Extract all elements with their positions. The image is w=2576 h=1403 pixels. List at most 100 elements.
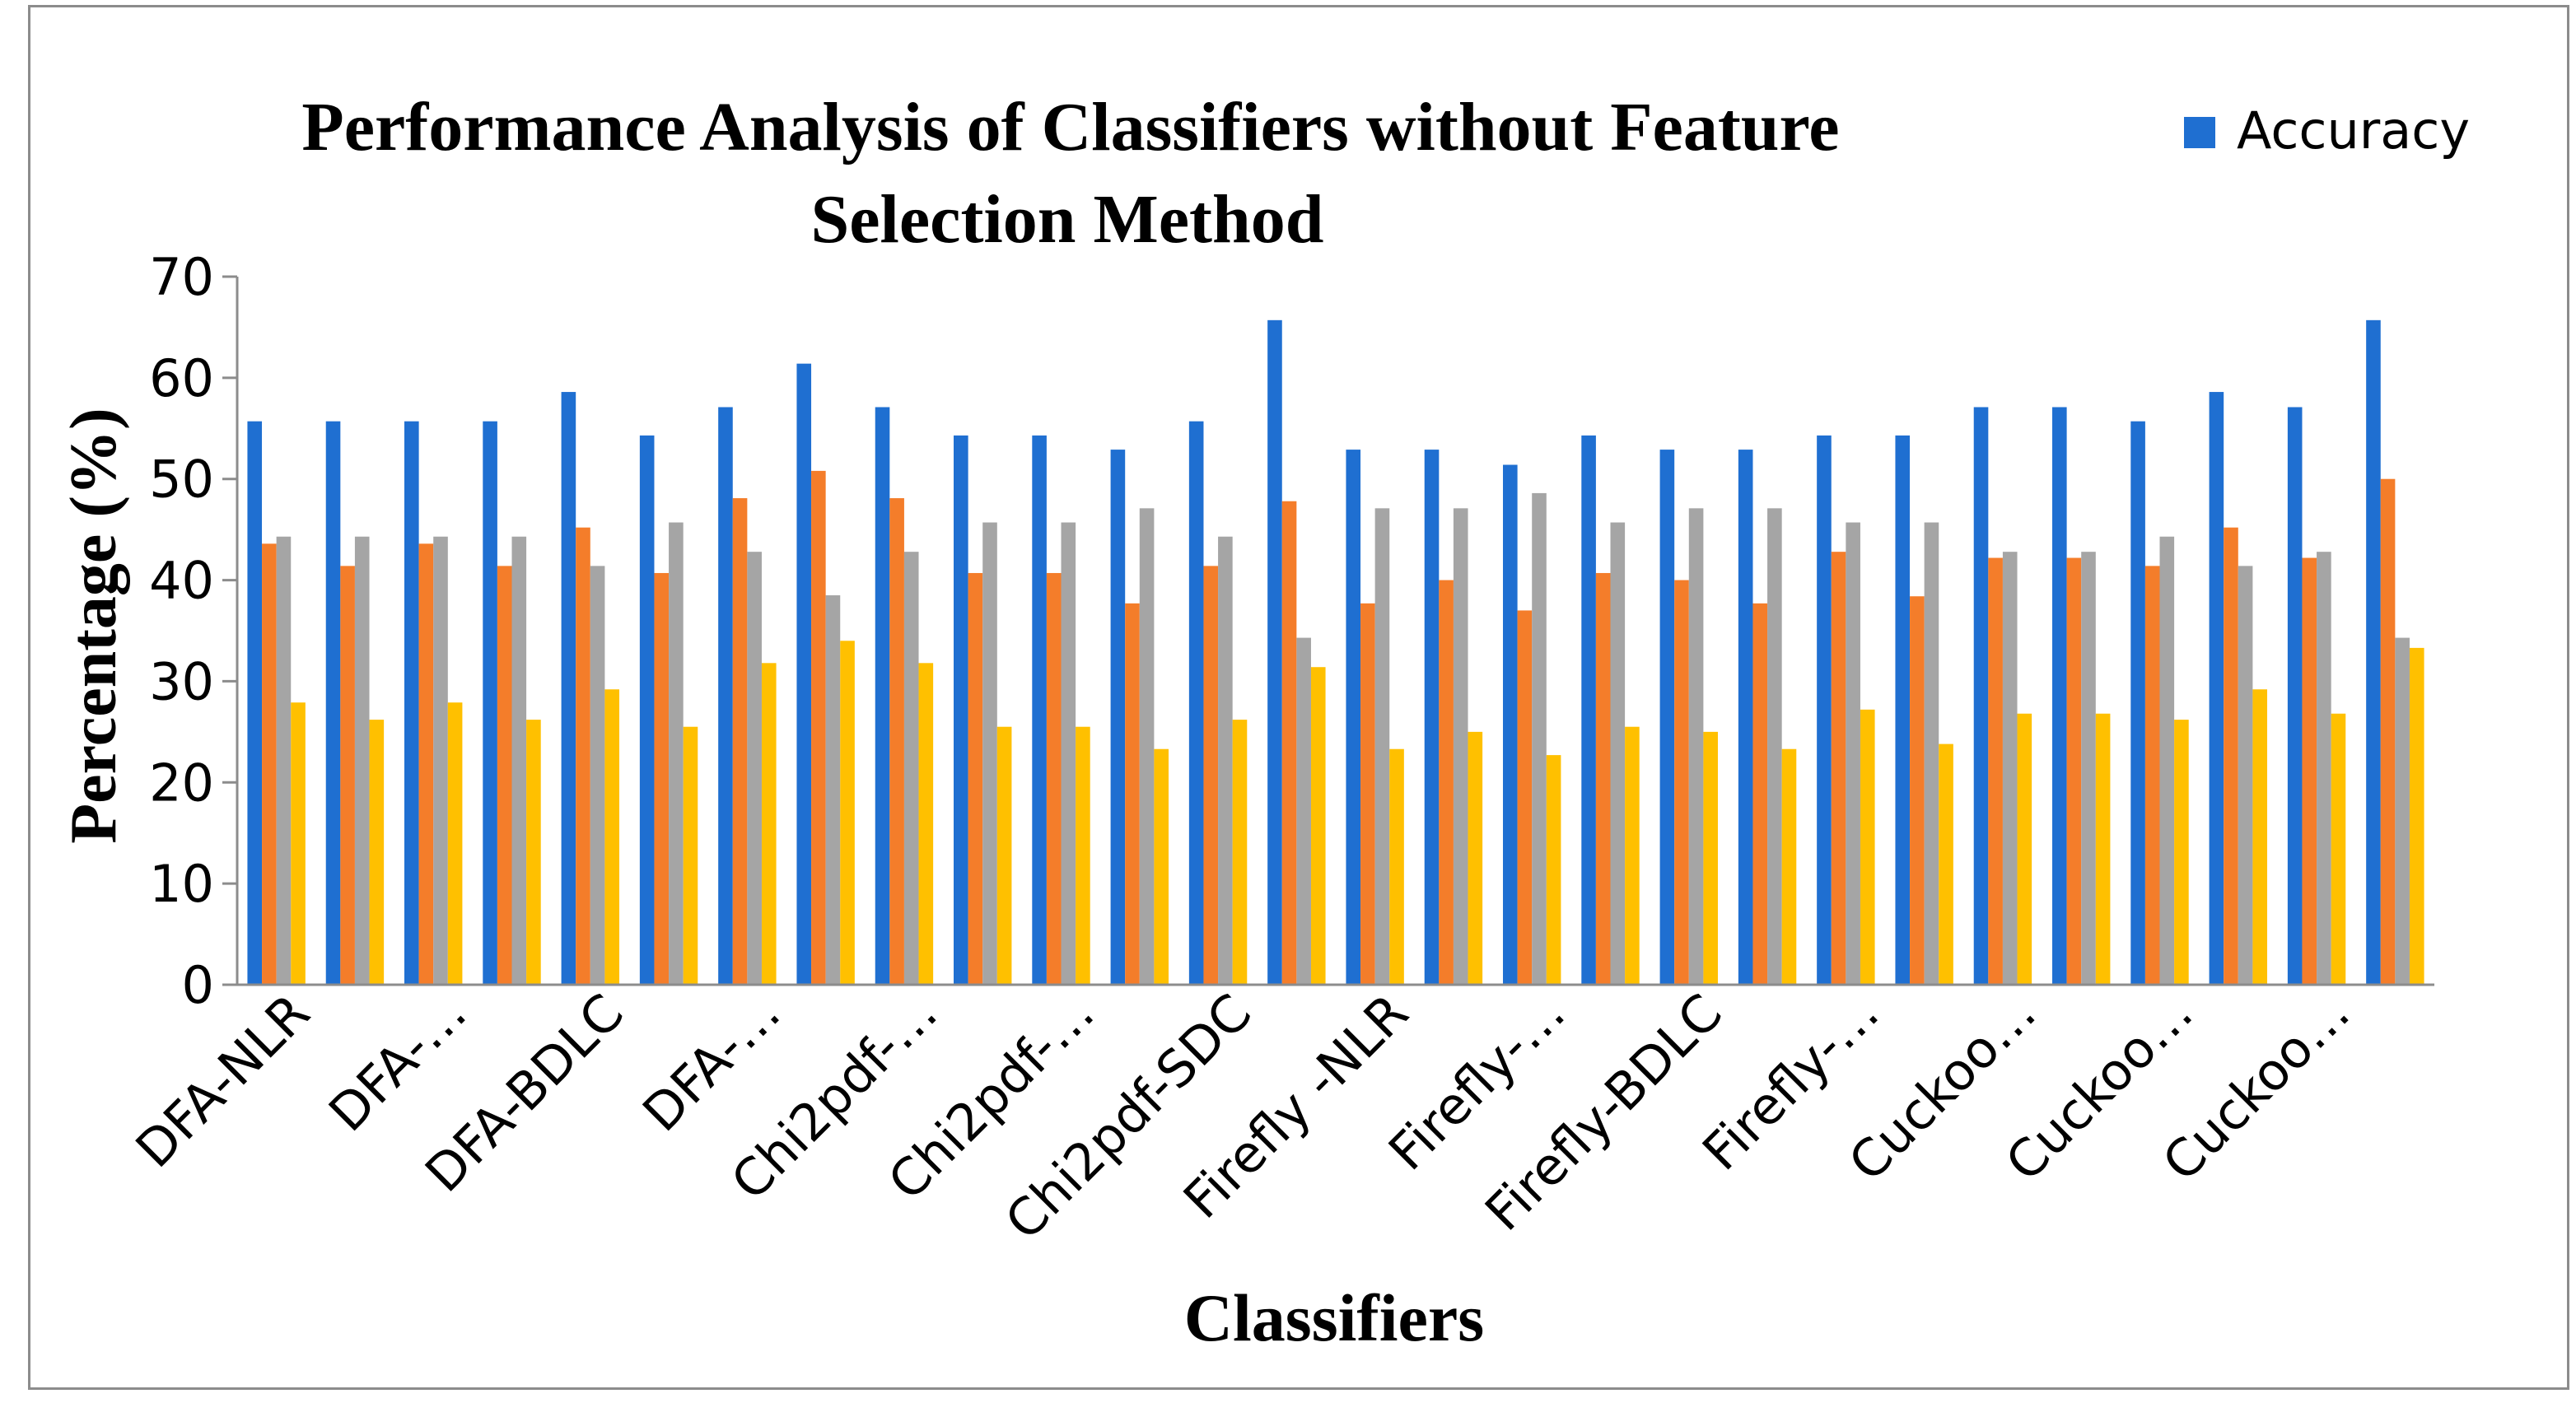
bar-series-3-category-19 (1688, 508, 1704, 985)
bar-series-3-category-5 (590, 566, 605, 985)
bar-series-3-category-7 (747, 552, 762, 985)
bar-series-4-category-16 (1468, 731, 1483, 985)
bar-series-4-category-23 (2017, 713, 2032, 985)
bar-series-3-category-27 (2317, 552, 2331, 985)
bar-series-1-category-22 (1895, 435, 1911, 985)
bar-series-3-category-9 (903, 552, 919, 985)
bar-series-1-category-8 (796, 363, 812, 985)
bar-series-3-category-22 (1924, 522, 1939, 985)
bar-series-1-category-28 (2366, 319, 2381, 986)
bar-series-3-category-23 (2002, 552, 2018, 985)
legend: Accuracy (2184, 100, 2470, 161)
bar-series-1-category-15 (1346, 450, 1361, 985)
y-tick-label: 50 (149, 450, 214, 510)
bar-series-1-category-9 (875, 407, 890, 985)
bar-series-4-category-4 (526, 720, 541, 985)
bar-series-2-category-27 (2302, 557, 2317, 985)
bar-series-4-category-19 (1703, 731, 1718, 985)
bar-series-2-category-28 (2380, 478, 2396, 985)
bar-series-3-category-6 (669, 522, 684, 985)
bar-series-4-category-2 (369, 720, 385, 985)
bar-series-2-category-17 (1517, 610, 1533, 985)
bar-series-3-category-20 (1767, 508, 1782, 985)
chart-title-line-2: Selection Method (811, 181, 1324, 258)
bar-series-1-category-2 (325, 421, 341, 985)
y-tick-label: 20 (149, 753, 214, 813)
bar-series-2-category-23 (1988, 557, 2003, 985)
bar-series-3-category-3 (433, 536, 448, 985)
bar-series-4-category-11 (1076, 726, 1090, 985)
bar-series-1-category-5 (561, 392, 576, 985)
x-tick-label: DFA-… (631, 982, 791, 1143)
bar-series-2-category-4 (497, 566, 512, 985)
y-tick-label: 40 (149, 551, 214, 611)
bar-series-1-category-13 (1188, 421, 1204, 985)
x-axis: DFA-NLRDFA-…DFA-BDLCDFA-…Chi2pdf-…Chi2pd… (124, 982, 2434, 1252)
bar-series-2-category-15 (1360, 603, 1375, 985)
bar-series-1-category-4 (483, 421, 497, 985)
y-tick-label: 70 (149, 247, 214, 307)
bar-series-3-category-24 (2081, 552, 2096, 985)
bar-series-1-category-16 (1424, 450, 1440, 985)
legend-swatch-accuracy (2184, 117, 2215, 148)
bar-series-1-category-19 (1659, 450, 1675, 985)
bar-series-4-category-28 (2409, 647, 2424, 985)
bar-series-2-category-20 (1752, 603, 1768, 985)
bar-series-1-category-3 (404, 421, 419, 985)
bar-series-1-category-26 (2209, 392, 2224, 985)
y-axis: 0 10 20 30 40 50 60 70 (149, 247, 239, 1015)
x-tick-label: DFA-… (317, 982, 478, 1143)
bar-series-3-category-21 (1846, 522, 1860, 985)
bar-series-2-category-13 (1203, 566, 1219, 985)
bar-series-1-category-24 (2052, 407, 2067, 985)
bar-series-4-category-18 (1625, 726, 1640, 985)
bar-series-2-category-10 (968, 572, 983, 985)
bar-series-4-category-27 (2331, 713, 2346, 985)
bar-series-4-category-7 (761, 663, 777, 985)
bar-series-3-category-16 (1453, 508, 1468, 985)
bar-series-1-category-17 (1503, 464, 1518, 985)
bar-series-3-category-13 (1218, 536, 1233, 985)
legend-label-accuracy: Accuracy (2237, 100, 2470, 161)
bar-series-1-category-12 (1110, 450, 1126, 985)
bar-series-4-category-21 (1860, 709, 1875, 985)
chart-title-line-1: Performance Analysis of Classifiers with… (301, 89, 1839, 165)
y-tick-label: 30 (149, 651, 214, 711)
bar-series-2-category-12 (1125, 603, 1140, 985)
bar-series-4-category-9 (918, 663, 934, 985)
bar-series-2-category-19 (1674, 580, 1689, 985)
bar-series-4-category-20 (1781, 748, 1797, 985)
bar-series-2-category-1 (262, 543, 277, 985)
bar-series-1-category-10 (954, 435, 968, 985)
bar-series-2-category-8 (811, 470, 826, 985)
bar-series-3-category-1 (276, 536, 292, 985)
bar-series-3-category-28 (2395, 637, 2410, 985)
bar-series-4-category-5 (604, 689, 619, 985)
bar-series-4-category-22 (1939, 743, 1953, 985)
bar-series-3-category-15 (1374, 508, 1390, 985)
bar-series-2-category-2 (340, 566, 355, 985)
bar-series-4-category-13 (1232, 720, 1248, 985)
bar-series-2-category-21 (1831, 552, 1846, 985)
bar-series-1-category-20 (1738, 450, 1753, 985)
bar-series-2-category-7 (732, 498, 748, 985)
bar-series-2-category-22 (1910, 596, 1925, 985)
bar-series-3-category-17 (1532, 492, 1547, 985)
bar-series-3-category-12 (1139, 508, 1155, 985)
bar-series-4-category-6 (683, 726, 698, 985)
bar-series-1-category-23 (1973, 407, 1989, 985)
bar-series-2-category-3 (418, 543, 434, 985)
bar-series-4-category-17 (1546, 755, 1561, 985)
y-tick-label: 0 (182, 955, 214, 1015)
bars (247, 319, 2424, 986)
bar-series-4-category-10 (996, 726, 1012, 985)
bar-series-3-category-18 (1610, 522, 1626, 985)
y-axis-title: Percentage (%) (58, 408, 130, 843)
bar-series-2-category-5 (576, 527, 590, 985)
bar-series-4-category-15 (1389, 748, 1404, 985)
bar-series-1-category-11 (1032, 435, 1047, 985)
chart-title: Performance Analysis of Classifiers with… (301, 89, 1839, 258)
bar-series-1-category-21 (1817, 435, 1832, 985)
y-tick-label: 10 (149, 854, 214, 914)
